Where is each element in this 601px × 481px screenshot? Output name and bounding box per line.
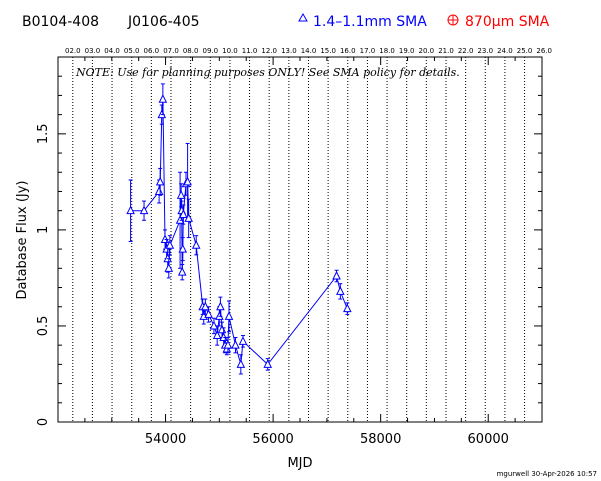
data-point xyxy=(212,330,222,340)
year-label: 25.0 xyxy=(517,47,533,55)
data-point xyxy=(183,176,192,186)
x-tick-label: 54000 xyxy=(145,432,186,447)
y-tick-label: 1 xyxy=(36,226,51,234)
legend-sma-870-label: 870µm SMA xyxy=(465,14,550,30)
year-label: 10.0 xyxy=(222,47,238,55)
footer-credit: mgurwell 30-Apr-2026 10:57 xyxy=(497,470,597,478)
data-point xyxy=(184,213,193,222)
y-tick-label: 1.5 xyxy=(36,123,51,144)
data-point xyxy=(191,240,201,249)
year-label: 21.0 xyxy=(438,47,454,55)
data-point xyxy=(155,176,165,186)
year-label: 06.0 xyxy=(144,47,160,55)
year-label: 07.0 xyxy=(163,47,179,55)
data-point xyxy=(217,324,227,334)
y-tick-label: 0.5 xyxy=(36,316,51,337)
year-label: 14.0 xyxy=(301,47,317,55)
year-labels: 02.0 03.0 04.0 05.0 06.0 07.0 08.0 09.0 10.0 11.0… xyxy=(65,47,552,55)
y-tick-label: 0 xyxy=(36,418,51,426)
data-point xyxy=(178,209,188,219)
x-axis-label: MJD xyxy=(287,456,312,471)
data-point xyxy=(216,301,225,311)
year-gridlines xyxy=(72,57,526,422)
x-tick-label: 60000 xyxy=(468,432,509,447)
source-name-alias: J0106-405 xyxy=(127,14,200,30)
year-label: 24.0 xyxy=(497,47,513,55)
x-tick-label: 58000 xyxy=(360,432,401,447)
year-label: 17.0 xyxy=(360,47,376,55)
data-point xyxy=(332,270,341,280)
year-label: 04.0 xyxy=(104,47,120,55)
data-point xyxy=(164,263,174,272)
year-label: 13.0 xyxy=(281,47,297,55)
data-point xyxy=(165,240,175,249)
legend-sma-1mm: 1.4–1.1mm SMA xyxy=(298,12,427,30)
year-label: 23.0 xyxy=(477,47,493,55)
legend-triangle-icon xyxy=(298,12,308,22)
year-label: 08.0 xyxy=(183,47,199,55)
data-point xyxy=(177,267,187,276)
year-label: 02.0 xyxy=(65,47,81,55)
legend-sma-1mm-label: 1.4–1.1mm SMA xyxy=(313,14,427,30)
year-label: 09.0 xyxy=(203,47,219,55)
source-name-primary: B0104-408 xyxy=(22,14,99,30)
planning-note: NOTE: Use for planning purposes ONLY! Se… xyxy=(75,66,460,79)
year-label: 15.0 xyxy=(320,47,336,55)
data-point xyxy=(343,303,352,313)
data-point xyxy=(204,309,213,318)
data-point xyxy=(158,94,168,103)
year-label: 19.0 xyxy=(399,47,415,55)
data-point xyxy=(139,205,149,215)
data-point xyxy=(126,205,135,215)
year-label: 11.0 xyxy=(242,47,258,55)
data-point xyxy=(336,286,345,295)
data-point xyxy=(154,186,164,195)
y-axis-label: Database Flux (Jy) xyxy=(15,181,30,300)
year-label: 05.0 xyxy=(124,47,140,55)
sma-series xyxy=(126,83,352,375)
data-point xyxy=(176,190,186,199)
year-label: 26.0 xyxy=(536,47,552,55)
data-point xyxy=(236,359,246,368)
data-point xyxy=(223,340,233,349)
year-label: 03.0 xyxy=(85,47,101,55)
legend-sma-870: 870µm SMA xyxy=(447,14,550,30)
data-point xyxy=(231,340,240,349)
x-axis-ticks: 54000 56000 58000 60000 xyxy=(57,57,543,447)
data-point xyxy=(224,311,234,320)
data-point xyxy=(178,243,188,253)
series-line xyxy=(130,99,348,366)
data-point xyxy=(263,359,273,368)
data-point xyxy=(238,336,248,345)
year-label: 18.0 xyxy=(379,47,395,55)
y-axis-ticks: 0 0.5 1 1.5 xyxy=(36,75,542,426)
year-label: 16.0 xyxy=(340,47,356,55)
year-label: 20.0 xyxy=(419,47,435,55)
year-label: 22.0 xyxy=(458,47,474,55)
year-label: 12.0 xyxy=(261,47,277,55)
x-tick-label: 56000 xyxy=(252,432,293,447)
